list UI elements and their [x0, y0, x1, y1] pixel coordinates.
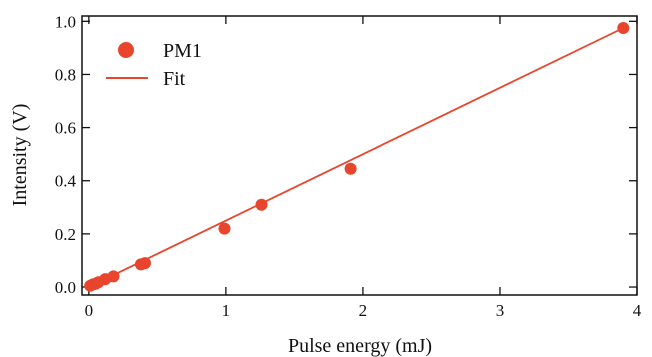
legend: PM1 Fit: [106, 40, 202, 90]
data-point: [344, 162, 357, 175]
y-tick-label: 0.8: [55, 65, 76, 84]
y-axis-ticks: 0.0 0.2 0.4 0.6 0.8 1.0: [55, 12, 637, 297]
y-axis-label: Intensity (V): [9, 104, 31, 207]
x-tick-label: 3: [496, 301, 505, 320]
x-tick-label: 0: [85, 301, 94, 320]
x-tick-label: 2: [359, 301, 368, 320]
series-layer: [84, 22, 630, 292]
y-tick-label: 0.4: [55, 172, 77, 191]
y-tick-label: 0.6: [55, 119, 76, 138]
y-tick-label: 1.0: [55, 12, 76, 31]
fit-line: [88, 27, 624, 288]
data-point: [218, 222, 231, 235]
data-point: [139, 257, 151, 270]
plot-frame: [81, 15, 638, 296]
legend-label-pm1: PM1: [163, 40, 202, 62]
x-axis-ticks: 0 1 2 3 4: [85, 16, 642, 320]
y-tick-label: 0.0: [55, 278, 76, 297]
data-point: [107, 270, 120, 283]
legend-label-fit: Fit: [163, 68, 186, 90]
y-tick-label: 0.2: [55, 225, 76, 244]
data-point: [617, 22, 630, 34]
x-tick-label: 4: [633, 301, 642, 320]
legend-marker-pm1: [118, 42, 134, 58]
x-axis-label: Pulse energy (mJ): [288, 335, 432, 357]
x-tick-label: 1: [222, 301, 231, 320]
data-point: [255, 198, 268, 211]
